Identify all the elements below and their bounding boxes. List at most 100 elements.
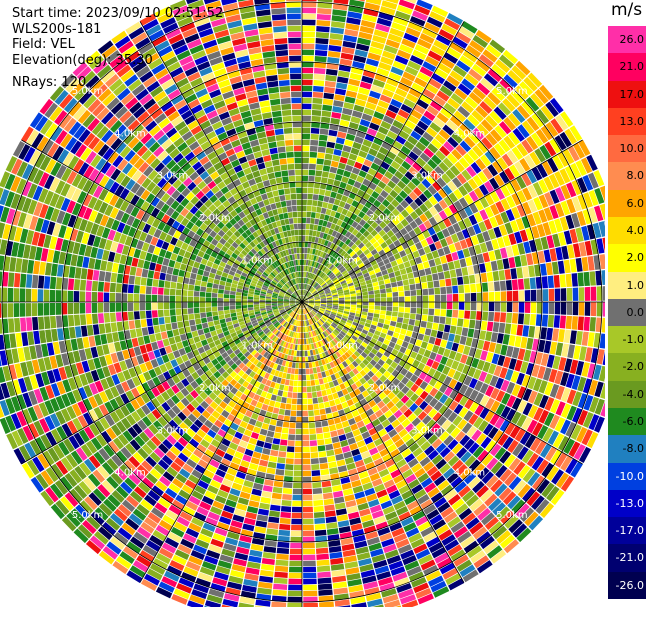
velocity-cell: [318, 577, 332, 583]
velocity-cell: [212, 288, 218, 293]
velocity-cell: [158, 303, 164, 310]
velocity-cell: [339, 304, 345, 306]
velocity-cell: [393, 292, 399, 297]
velocity-cell: [140, 277, 146, 285]
velocity-cell: [310, 218, 315, 224]
velocity-cell: [302, 224, 306, 229]
velocity-cell: [555, 288, 561, 300]
velocity-cell: [38, 303, 44, 316]
velocity-cell: [302, 140, 310, 146]
velocity-cell: [158, 310, 164, 317]
velocity-cell: [294, 465, 302, 471]
velocity-cell: [263, 485, 273, 492]
velocity-cell: [442, 263, 449, 271]
velocity-cell: [331, 112, 341, 119]
velocity-cell: [306, 224, 310, 230]
velocity-cell: [128, 294, 134, 302]
velocity-cell: [313, 368, 317, 374]
velocity-cell: [519, 302, 525, 313]
velocity-cell: [316, 207, 321, 213]
velocity-cell: [543, 289, 549, 301]
velocity-cell: [218, 311, 224, 316]
velocity-cell: [313, 92, 323, 98]
velocity-cell: [494, 281, 500, 291]
velocity-cell: [397, 281, 403, 287]
velocity-cell: [298, 381, 302, 386]
velocity-cell: [38, 289, 44, 302]
velocity-cell: [15, 333, 22, 347]
velocity-cell: [292, 399, 297, 405]
velocity-cell: [271, 444, 279, 451]
velocity-cell: [323, 432, 330, 439]
velocity-cell: [309, 158, 316, 164]
velocity-cell: [324, 159, 332, 166]
velocity-cell: [310, 224, 314, 230]
velocity-cell: [292, 495, 302, 501]
velocity-cell: [290, 549, 302, 555]
velocity-cell: [440, 287, 446, 294]
velocity-cell: [338, 520, 350, 527]
velocity-cell: [329, 400, 335, 407]
velocity-cell: [327, 178, 334, 185]
velocity-cell: [337, 76, 349, 83]
velocity-cell: [429, 295, 435, 301]
velocity-cell: [38, 275, 44, 288]
velocity-cell: [264, 540, 276, 547]
velocity-cell: [279, 409, 285, 415]
velocity-cell: [80, 291, 86, 302]
velocity-cell: [331, 21, 345, 28]
velocity-cell: [419, 269, 426, 276]
velocity-cell: [322, 487, 332, 494]
velocity-cell: [200, 313, 206, 318]
velocity-cell: [302, 146, 310, 152]
velocity-cell: [311, 128, 320, 134]
velocity-cell: [326, 516, 337, 523]
velocity-cell: [281, 397, 287, 403]
velocity-cell: [453, 294, 459, 302]
velocity-cell: [302, 98, 312, 104]
velocity-cell: [324, 499, 334, 506]
velocity-cell: [588, 332, 595, 347]
velocity-cell: [268, 462, 277, 469]
velocity-cell: [411, 302, 417, 308]
velocity-cell: [289, 573, 302, 579]
velocity-cell: [218, 306, 224, 310]
velocity-cell: [94, 335, 101, 346]
velocity-cell: [276, 420, 283, 426]
velocity-cell: [439, 279, 445, 286]
velocity-cell: [44, 276, 50, 289]
velocity-cell: [312, 110, 322, 116]
velocity-cell: [268, 425, 275, 432]
velocity-cell: [311, 386, 316, 392]
velocity-cell: [146, 303, 152, 311]
velocity-cell: [14, 273, 20, 287]
velocity-cell: [282, 494, 292, 500]
velocity-cell: [281, 506, 291, 512]
velocity-cell: [454, 260, 461, 269]
velocity-cell: [168, 337, 175, 345]
velocity-cell: [410, 290, 416, 296]
velocity-cell: [507, 291, 513, 301]
velocity-cell: [312, 200, 317, 206]
velocity-cell: [549, 302, 555, 314]
velocity-cell: [269, 400, 275, 407]
velocity-cell: [506, 280, 512, 290]
velocity-cell: [520, 337, 527, 349]
velocity-cell: [499, 270, 506, 280]
velocity-cell: [146, 278, 152, 286]
velocity-cell: [336, 508, 347, 515]
velocity-cell: [309, 368, 313, 374]
velocity-cell: [314, 219, 319, 225]
velocity-cell: [304, 260, 306, 266]
velocity-cell: [398, 291, 404, 296]
velocity-cell: [393, 302, 399, 307]
velocity-cell: [457, 318, 463, 326]
velocity-cell: [491, 332, 498, 342]
velocity-cell: [333, 149, 341, 156]
velocity-cell: [164, 281, 170, 288]
velocity-cell: [494, 312, 500, 322]
velocity-cell: [261, 404, 268, 411]
velocity-cell: [294, 471, 302, 477]
velocity-cell: [188, 296, 194, 302]
velocity-cell: [327, 456, 336, 463]
